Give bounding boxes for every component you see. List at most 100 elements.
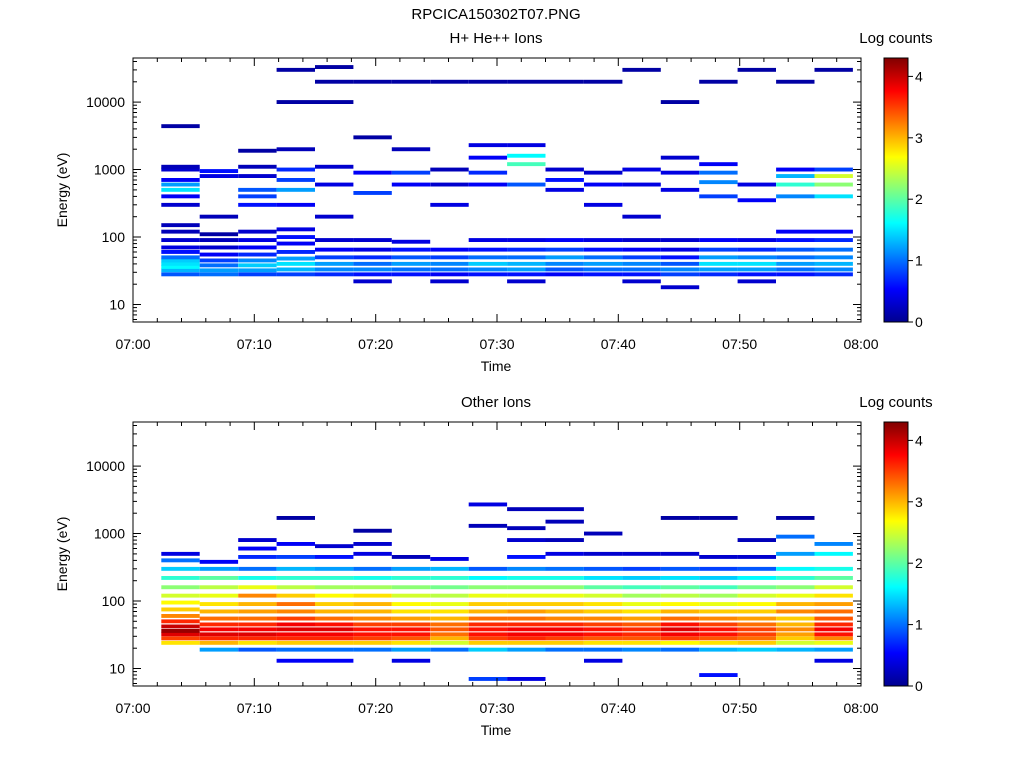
heatmap-cell (737, 576, 776, 580)
heatmap-cell (468, 640, 508, 645)
heatmap-cell (353, 272, 392, 277)
heatmap-cell (737, 585, 776, 590)
heatmap-cell (199, 214, 239, 219)
heatmap-cell (276, 272, 315, 277)
heatmap-cell (660, 516, 700, 520)
heatmap-cell (622, 647, 661, 652)
colorbar (883, 57, 909, 323)
heatmap-cell (699, 609, 738, 614)
heatmap-cell (737, 647, 776, 652)
heatmap-cell (507, 566, 546, 571)
x-axis-ticks: 07:00 07:10 07:20 07:30 07:40 07:50 08:00 (115, 58, 879, 352)
heatmap-cell (353, 267, 392, 272)
heatmap-cell (584, 636, 623, 641)
heatmap-cell (161, 629, 200, 633)
heatmap-cell (353, 528, 392, 533)
heatmap-cells (161, 502, 853, 681)
heatmap-cell (161, 624, 200, 629)
heatmap-cell (276, 167, 315, 172)
heatmap-cell (737, 67, 776, 72)
heatmap-cell (468, 523, 508, 528)
heatmap-cell (545, 627, 584, 632)
heatmap-cell (776, 616, 815, 621)
heatmap-cell (699, 516, 738, 520)
heatmap-cell (199, 232, 239, 237)
heatmap-cell (545, 255, 584, 260)
heatmap-cell (737, 609, 776, 614)
heatmap-cell (430, 267, 469, 272)
heatmap-cell (584, 593, 623, 598)
x-tick-label: 07:40 (601, 336, 636, 352)
heatmap-cell (238, 238, 277, 242)
heatmap-cell (238, 602, 277, 606)
y-axis-ticks: 10 100 1000 10000 (86, 61, 861, 320)
heatmap-cell (622, 167, 661, 172)
heatmap-cell (276, 67, 315, 72)
heatmap-cell (161, 178, 200, 182)
heatmap-cell (699, 261, 738, 266)
heatmap-cell (199, 616, 239, 621)
heatmap-cell (353, 593, 392, 598)
heatmap-cell (660, 576, 700, 580)
heatmap-cell (161, 551, 200, 556)
x-tick-label: 07:20 (358, 700, 393, 716)
heatmap-cell (545, 622, 584, 627)
heatmap-cell (545, 585, 584, 590)
x-tick-label: 07:30 (479, 700, 514, 716)
heatmap-cell (276, 267, 315, 272)
heatmap-cell (315, 267, 354, 272)
heatmap-cell (699, 267, 738, 272)
heatmap-cell (622, 214, 661, 219)
heatmap-cell (430, 272, 469, 277)
heatmap-cell (584, 170, 623, 175)
heatmap-cell (315, 65, 354, 69)
heatmap-cell (699, 238, 738, 242)
heatmap-cell (584, 627, 623, 632)
heatmap-cell (468, 632, 508, 637)
heatmap-cell (161, 272, 200, 277)
heatmap-cell (814, 593, 853, 598)
heatmap-cell (737, 627, 776, 632)
heatmap-cell (622, 238, 661, 242)
heatmap-cell (507, 627, 546, 632)
heatmap-cell (699, 616, 738, 621)
heatmap-cell (545, 247, 584, 252)
heatmap-cell (622, 585, 661, 590)
heatmap-cell (430, 640, 469, 645)
heatmap-cell (276, 555, 315, 559)
heatmap-cell (584, 585, 623, 590)
heatmap-cell (315, 593, 354, 598)
x-axis-label: Time (481, 722, 512, 738)
x-tick-label: 07:00 (115, 336, 150, 352)
heatmap-cell (276, 658, 315, 663)
panel-title: H+ He++ Ions (450, 30, 543, 47)
heatmap-cell (468, 261, 508, 266)
heatmap-cell (238, 640, 277, 645)
heatmap-cell (507, 279, 546, 284)
heatmap-cell (468, 238, 508, 242)
heatmap-cell (199, 576, 239, 580)
heatmap-cell (391, 647, 431, 652)
colorbar-tick-label: 4 (915, 68, 923, 84)
heatmap-cell (622, 255, 661, 260)
heatmap-cell (353, 170, 392, 175)
heatmap-cell (622, 602, 661, 606)
y-tick-label: 10000 (86, 94, 125, 110)
heatmap-cell (776, 267, 815, 272)
heatmap-cell (699, 255, 738, 260)
heatmap-cell (699, 555, 738, 559)
heatmap-cell (353, 576, 392, 580)
heatmap-cell (199, 632, 239, 637)
colorbar-label: Log counts (859, 30, 932, 47)
heatmap-cell (353, 616, 392, 621)
heatmap-cell (507, 153, 546, 158)
heatmap-cell (353, 602, 392, 606)
heatmap-cell (391, 640, 431, 645)
heatmap-cell (507, 182, 546, 187)
heatmap-cell (545, 602, 584, 606)
heatmap-cell (737, 616, 776, 621)
heatmap-cell (468, 155, 508, 160)
heatmap-cell (507, 267, 546, 272)
heatmap-cell (238, 609, 277, 614)
figure-title: RPCICA150302T07.PNG (411, 6, 580, 23)
